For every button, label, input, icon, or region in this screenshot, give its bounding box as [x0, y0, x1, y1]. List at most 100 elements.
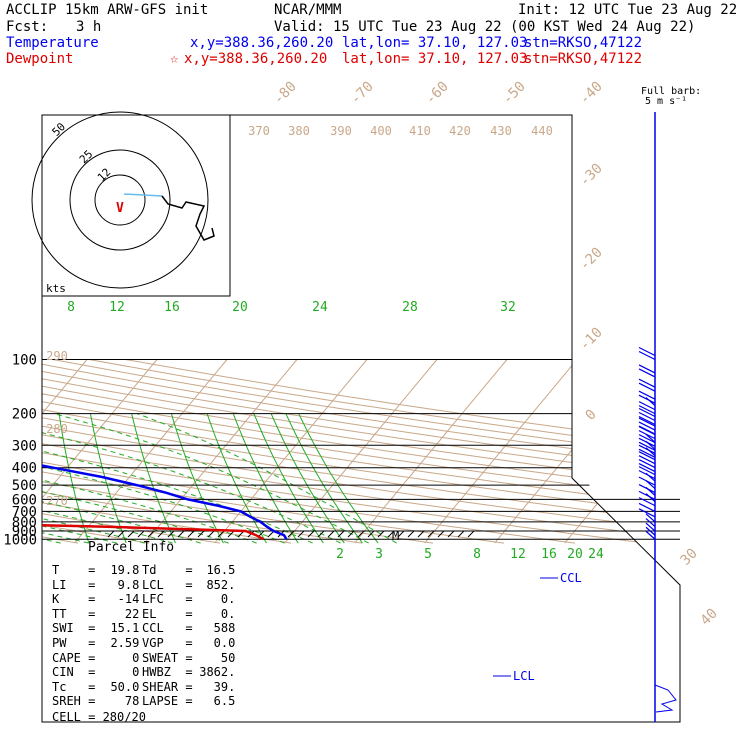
isotherm-label: 40: [698, 606, 721, 629]
wind-barb-flag: [638, 458, 656, 469]
wind-barb-flag: [638, 364, 656, 374]
dry-adiabat-line: [42, 359, 680, 544]
hatch-mark: [287, 530, 295, 538]
dry-adiabat-line: [42, 359, 647, 544]
wind-barb-flag: [638, 426, 656, 436]
theta-label: 410: [409, 124, 431, 138]
mixing-ratio-line: [285, 413, 363, 544]
mixing-ratio-label: 24: [588, 547, 604, 562]
hatch-mark: [367, 530, 375, 538]
wind-barb-flag: [638, 455, 656, 465]
hatch-mark: [347, 530, 355, 538]
hatch-mark: [107, 530, 115, 538]
mixing-ratio-label: 8: [473, 547, 481, 562]
hodograph-ring: [69, 149, 171, 251]
parcel-key: SWI =: [52, 621, 96, 636]
hatch-mark: [307, 530, 315, 538]
parcel-value: 9.8: [96, 577, 140, 592]
wind-barb-flag: [638, 411, 656, 422]
parcel-cell: CELL = 280/20: [52, 710, 146, 724]
parcel-key: Td =: [142, 563, 193, 577]
frame-border: [41, 114, 681, 723]
fcst-label: Fcst:: [6, 19, 49, 35]
parcel-value: 588: [192, 621, 236, 636]
dry-adiabat-line: [42, 359, 680, 544]
wind-barb-flag: [645, 530, 656, 540]
mixing-ratio-label: 8: [67, 300, 75, 315]
parcel-key: SWEAT =: [142, 650, 193, 665]
dry-adiabat-line: [88, 359, 680, 544]
wind-barb-flag: [638, 421, 656, 431]
wind-barb-flag: [638, 466, 656, 476]
wind-barb-flag: [638, 415, 656, 426]
hodograph-units: kts: [46, 282, 66, 295]
theta-label: 270: [46, 494, 68, 508]
hatch-mark: [467, 530, 475, 538]
parcel-value: 2.59: [96, 636, 140, 650]
mixing-ratio-label: 32: [500, 300, 516, 315]
parcel-value: 0: [96, 665, 140, 680]
annotation-m: M: [392, 529, 399, 543]
moist-adiabat-line: [136, 413, 397, 544]
mixing-ratio-line: [89, 413, 127, 544]
wind-barb-flag: [638, 490, 656, 500]
legend-dewpoint-stn: stn=RKSO,47122: [524, 51, 643, 67]
isotherm-label: -60: [423, 79, 452, 108]
parcel-key: LFC =: [142, 592, 193, 607]
pressure-tick-label: 900: [12, 524, 37, 540]
annotation-lcl: LCL: [513, 669, 535, 683]
hatch-mark: [427, 530, 435, 538]
pressure-tick-label: 800: [12, 515, 37, 531]
parcel-value: 0.: [192, 592, 236, 607]
wind-barb-flag: [645, 486, 656, 496]
parcel-key: LI =: [52, 577, 96, 592]
dry-adiabat-line: [42, 359, 221, 544]
parcel-key: CAPE =: [52, 650, 96, 665]
moist-adiabat-line: [42, 413, 201, 544]
mixing-ratio-label: 20: [567, 547, 583, 562]
parcel-key: PW =: [52, 636, 96, 650]
mixing-ratio-label: 2: [336, 547, 344, 562]
hatch-mark: [387, 530, 395, 538]
moist-adiabat-line: [42, 413, 145, 544]
wind-barb-flag: [645, 397, 656, 407]
isotherm-label: -70: [348, 79, 377, 108]
wind-barb-flag: [638, 390, 656, 400]
pressure-tick-label: 500: [12, 478, 37, 494]
theta-label: 290: [46, 349, 68, 363]
legend-dewpoint-xy: x,y=388.36,260.20: [184, 51, 328, 67]
moist-adiabat-line: [42, 413, 285, 544]
legend-temperature: Temperature: [6, 35, 99, 51]
parcel-key: TT =: [52, 606, 96, 621]
wind-barb-flag: [638, 350, 656, 361]
hatch-mark: [417, 530, 425, 538]
legend-temperature-xy: x,y=388.36,260.20: [190, 35, 334, 51]
theta-label: 280: [46, 422, 68, 436]
parcel-title: Parcel Info: [88, 540, 175, 555]
parcel-key: HWBZ =: [142, 665, 193, 680]
mixing-ratio-label: 16: [541, 547, 557, 562]
hatch-mark: [357, 530, 365, 538]
mixing-ratio-line: [232, 413, 299, 544]
hatch-mark: [117, 530, 125, 538]
parcel-value: 39.: [192, 679, 236, 694]
isotherm-label: -80: [271, 79, 300, 108]
plot-frame: [41, 114, 681, 723]
hatch-mark: [177, 530, 185, 538]
wind-barb-flag: [645, 480, 656, 490]
pressure-tick-label: 100: [12, 353, 37, 369]
isotherm-line: [284, 359, 438, 544]
dry-adiabat-line: [42, 359, 576, 544]
hatch-mark: [127, 530, 135, 538]
parcel-key: SREH =: [52, 694, 96, 709]
parcel-value: 0.0: [192, 636, 236, 650]
wind-barb-flag: [645, 493, 656, 503]
wind-barb-flag: [638, 508, 656, 518]
legend-temperature-stn: stn=RKSO,47122: [524, 35, 643, 51]
mixing-ratio-label: 24: [312, 300, 328, 315]
hatch-mark: [327, 530, 335, 538]
wind-barb-flag: [638, 441, 656, 451]
parcel-key: T =: [52, 563, 96, 577]
parcel-value: 19.8: [96, 563, 140, 577]
